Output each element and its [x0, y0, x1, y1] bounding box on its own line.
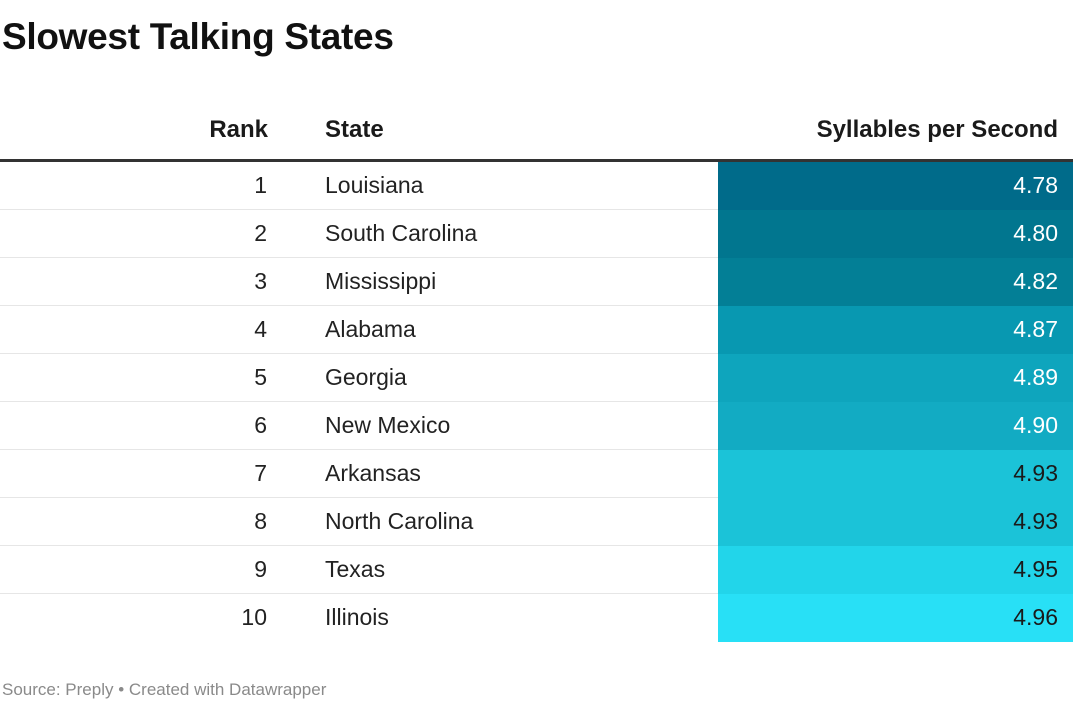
- table-row: 4 Alabama 4.87: [0, 306, 1073, 354]
- syllables-value-cell: 4.89: [718, 354, 1073, 402]
- state-cell: Texas: [325, 556, 386, 582]
- rank-cell: 10: [241, 604, 267, 630]
- rank-cell: 3: [254, 268, 267, 294]
- syllables-value-cell: 4.95: [718, 546, 1073, 594]
- rank-cell: 9: [254, 556, 267, 582]
- syllables-value-cell: 4.90: [718, 402, 1073, 450]
- table-row: 1 Louisiana 4.78: [0, 162, 1073, 210]
- table-row: 10 Illinois 4.96: [0, 594, 1073, 642]
- syllables-value-cell: 4.78: [718, 162, 1073, 210]
- table-row: 8 North Carolina 4.93: [0, 498, 1073, 546]
- state-cell: Georgia: [325, 364, 407, 390]
- rank-cell: 8: [254, 508, 267, 534]
- header-syllables[interactable]: Syllables per Second: [816, 116, 1058, 143]
- header-state[interactable]: State: [325, 116, 384, 143]
- state-cell: Arkansas: [325, 460, 421, 486]
- state-cell: North Carolina: [325, 508, 474, 534]
- table-row: 7 Arkansas 4.93: [0, 450, 1073, 498]
- table-row: 6 New Mexico 4.90: [0, 402, 1073, 450]
- data-table: Rank State Syllables per Second 1 Louisia…: [0, 104, 1073, 642]
- syllables-value-cell: 4.93: [718, 450, 1073, 498]
- syllables-value-cell: 4.87: [718, 306, 1073, 354]
- state-cell: Louisiana: [325, 172, 424, 198]
- rank-cell: 7: [254, 460, 267, 486]
- state-cell: South Carolina: [325, 220, 478, 246]
- state-cell: Mississippi: [325, 268, 437, 294]
- rank-cell: 5: [254, 364, 267, 390]
- table-header: Rank State Syllables per Second: [0, 104, 1073, 162]
- rank-cell: 2: [254, 220, 267, 246]
- state-cell: New Mexico: [325, 412, 451, 438]
- rank-cell: 4: [254, 316, 267, 342]
- syllables-value-cell: 4.80: [718, 210, 1073, 258]
- table-body: 1 Louisiana 4.78 2 South Carolina 4.80 3 Missis…: [0, 162, 1073, 642]
- syllables-value-cell: 4.82: [718, 258, 1073, 306]
- state-cell: Illinois: [325, 604, 389, 630]
- header-rank[interactable]: Rank: [209, 116, 268, 143]
- table-row: 5 Georgia 4.89: [0, 354, 1073, 402]
- source-footer: Source: Preply • Created with Datawrappe…: [2, 680, 327, 699]
- table-row: 3 Mississippi 4.82: [0, 258, 1073, 306]
- table-row: 9 Texas 4.95: [0, 546, 1073, 594]
- table-row: 2 South Carolina 4.80: [0, 210, 1073, 258]
- rank-cell: 1: [254, 172, 267, 198]
- state-cell: Alabama: [325, 316, 416, 342]
- syllables-value-cell: 4.93: [718, 498, 1073, 546]
- rank-cell: 6: [254, 412, 267, 438]
- syllables-value-cell: 4.96: [718, 594, 1073, 642]
- chart-title: Slowest Talking States: [2, 16, 394, 57]
